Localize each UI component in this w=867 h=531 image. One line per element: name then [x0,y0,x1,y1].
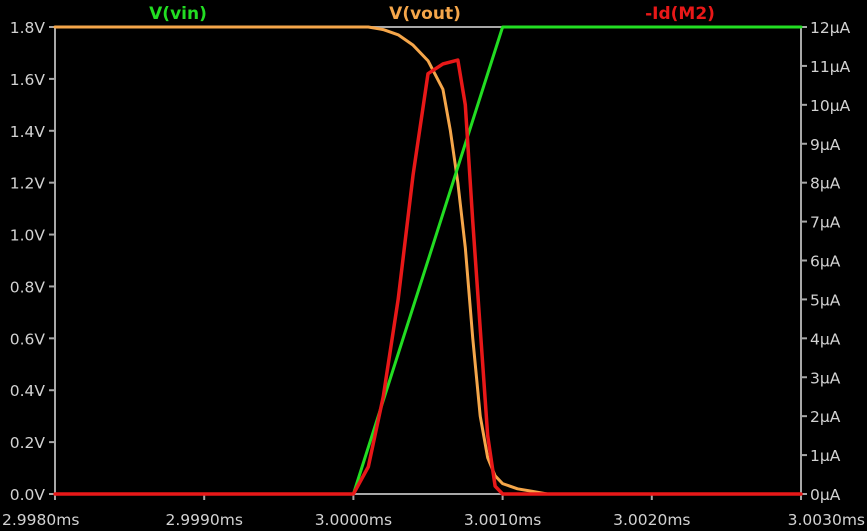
y-right-tick-labels: 0µA 1µA 2µA 3µA 4µA 5µA 6µA 7µA 8µA 9µA 10µA 11µA 12… [801,19,851,504]
x-tick-label: 3.0020ms [613,511,690,529]
y-right-tick-label: 12µA [810,19,851,37]
y-left-tick-label: 1.6V [10,71,46,89]
x-tick-label: 3.0030ms [788,511,865,529]
legend-label: V(vin) [149,4,207,24]
y-left-tick-label: 0.4V [10,382,46,400]
y-left-tick-label: 0.0V [10,486,46,504]
y-right-tick-label: 2µA [810,408,841,426]
legend: V(vin) V(vout) -Id(M2) [149,4,715,24]
y-left-tick-label: 1.2V [10,175,46,193]
y-right-tick-label: 9µA [810,136,841,154]
y-left-tick-label: 0.2V [10,434,46,452]
y-right-tick-label: 6µA [810,253,841,271]
y-left-tick-label: 0.6V [10,330,46,348]
legend-label: -Id(M2) [645,4,715,24]
y-right-tick-label: 1µA [810,447,841,465]
y-right-tick-label: 0µA [810,486,841,504]
y-left-tick-label: 1.4V [10,123,46,141]
y-right-tick-label: 7µA [810,214,841,232]
x-tick-label: 2.9980ms [2,511,79,529]
y-right-tick-label: 10µA [810,97,851,115]
y-right-tick-label: 3µA [810,369,841,387]
y-left-tick-labels: 0.0V 0.2V 0.4V 0.6V 0.8V 1.0V 1.2V 1.4V 1.6V 1.8V [10,19,55,504]
y-right-tick-label: 11µA [810,58,851,76]
y-right-tick-label: 5µA [810,291,841,309]
y-left-tick-label: 1.8V [10,19,46,37]
y-right-tick-label: 4µA [810,330,841,348]
traces [53,25,803,496]
y-left-tick-label: 1.0V [10,227,46,245]
legend-label: V(vout) [389,4,461,24]
x-tick-labels: 2.9980ms 2.9990ms 3.0000ms 3.0010ms 3.0020ms… [2,494,865,529]
trace-2 [53,58,803,496]
trace-1 [53,25,803,496]
y-right-tick-label: 8µA [810,175,841,193]
x-tick-label: 2.9990ms [165,511,242,529]
x-tick-label: 3.0010ms [464,511,541,529]
x-tick-label: 3.0000ms [315,511,392,529]
y-left-tick-label: 0.8V [10,278,46,296]
